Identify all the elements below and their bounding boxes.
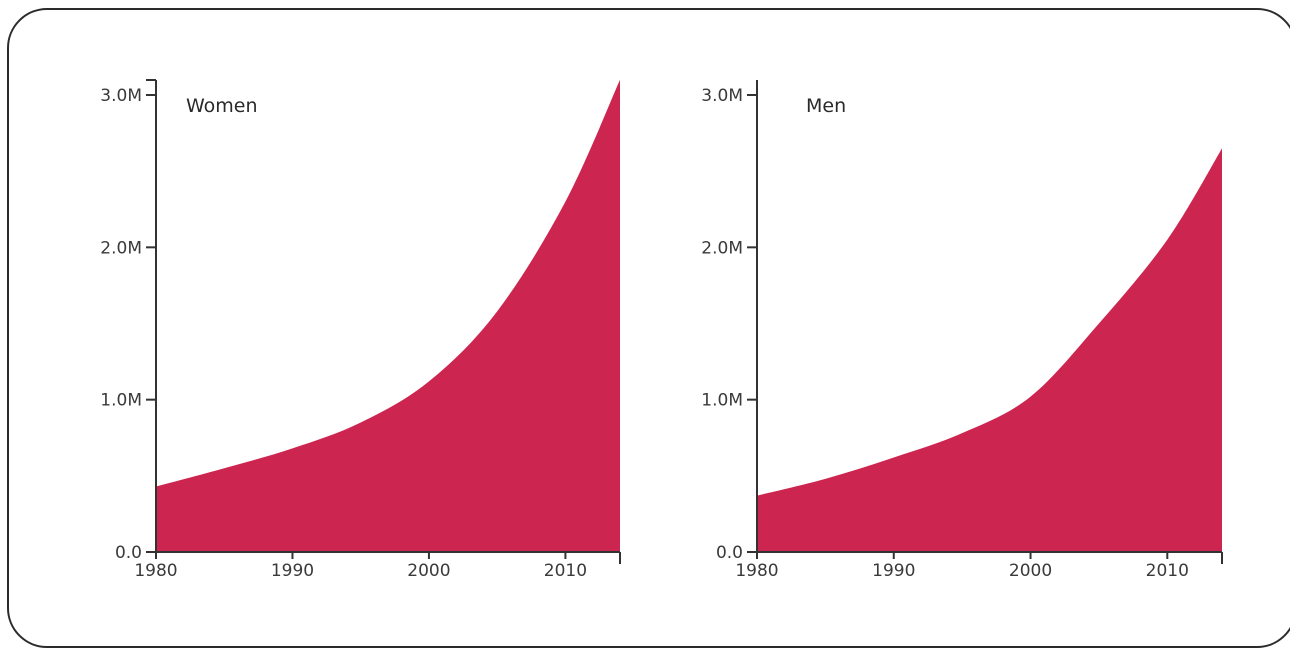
women-y-tick-label: 0.0	[115, 543, 142, 563]
women-x-tick-label: 1980	[134, 561, 177, 581]
men-x-tick-label: 2010	[1146, 561, 1189, 581]
men-y-tick-label: 1.0M	[701, 391, 743, 411]
men-panel-title: Men	[806, 95, 846, 117]
men-panel: 0.0 1.0M 2.0M 3.0M 1980 1990 2000 2010 Men	[701, 80, 1223, 581]
men-y-tick-label: 3.0M	[701, 86, 743, 106]
women-x-tick-label: 2010	[544, 561, 587, 581]
men-area	[757, 148, 1222, 553]
women-x-tick-label: 2000	[407, 561, 450, 581]
women-y-tick-label: 3.0M	[100, 86, 142, 106]
women-panel: 0.0 1.0M 2.0M 3.0M 1980 1990 2000 2010 Women	[100, 79, 621, 581]
women-x-tick-label: 1990	[271, 561, 314, 581]
women-y-tick-label: 2.0M	[100, 238, 142, 258]
men-x-tick-label: 1980	[735, 561, 778, 581]
women-y-tick-label: 1.0M	[100, 391, 142, 411]
women-area	[156, 79, 620, 553]
small-multiples-chart: 0.0 1.0M 2.0M 3.0M 1980 1990 2000 2010 Women 0.0…	[100, 79, 1223, 581]
men-y-tick-label: 2.0M	[701, 238, 743, 258]
men-y-tick-label: 0.0	[716, 543, 743, 563]
women-panel-title: Women	[186, 95, 258, 117]
men-x-tick-label: 1990	[872, 561, 915, 581]
men-x-tick-label: 2000	[1009, 561, 1052, 581]
